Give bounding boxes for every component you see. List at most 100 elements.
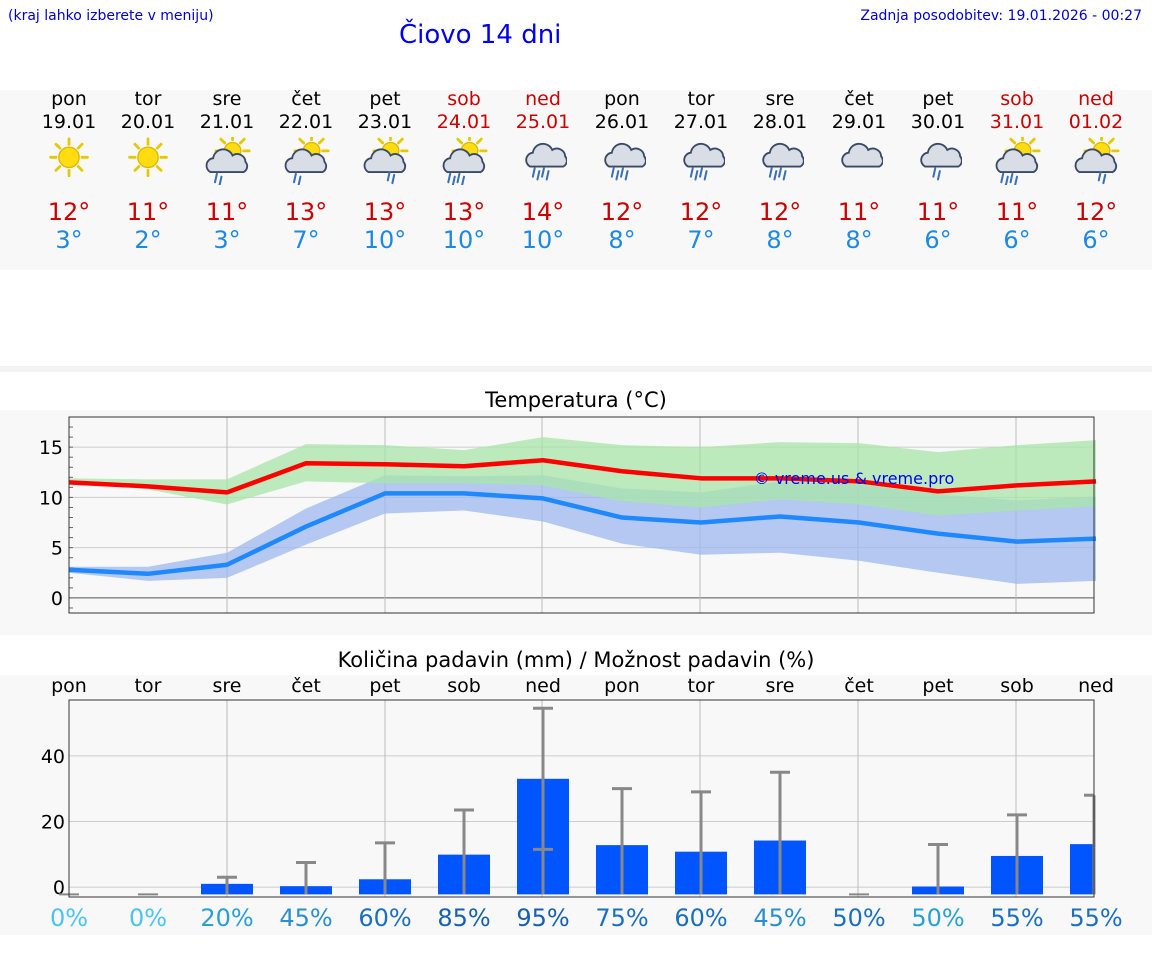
temperature-max: 11° (837, 198, 881, 226)
temperature-min: 3° (55, 226, 83, 254)
temperature-band (0, 410, 1152, 635)
precipitation-chart-title: Količina padavin (mm) / Možnost padavin … (337, 648, 815, 672)
sun-cloud-rain-heavy-icon (995, 137, 1041, 185)
temperature-min: 7° (687, 226, 715, 254)
day-date: 01.02 (1068, 111, 1124, 133)
day-name: čet (291, 88, 321, 110)
precipitation-day-label: ned (1078, 675, 1114, 697)
cloud-rain-heavy-icon (525, 142, 567, 181)
precipitation-probability: 45% (753, 904, 807, 932)
temperature-max: 13° (284, 198, 328, 226)
precipitation-probability: 60% (358, 904, 412, 932)
precipitation-day-label: pet (922, 675, 954, 697)
temperature-min: 8° (845, 226, 873, 254)
forecast-band (0, 90, 1152, 270)
temperature-max: 13° (363, 198, 407, 226)
temperature-min: 8° (608, 226, 636, 254)
temperature-chart-title: Temperatura (°C) (485, 388, 667, 412)
temperature-min: 2° (134, 226, 162, 254)
temperature-min: 6° (1082, 226, 1110, 254)
day-name: tor (687, 88, 715, 110)
precipitation-day-label: tor (687, 675, 715, 697)
cloud-icon (841, 142, 883, 168)
precipitation-day-label: ned (525, 675, 561, 697)
day-name: pet (369, 88, 401, 110)
day-date: 27.01 (673, 111, 729, 133)
day-date: 25.01 (515, 111, 571, 133)
temperature-max: 13° (442, 198, 486, 226)
day-name: sre (212, 88, 242, 110)
day-date: 22.01 (278, 111, 334, 133)
sun-icon (128, 137, 168, 178)
temperature-max: 12° (679, 198, 723, 226)
day-name: ned (1078, 88, 1114, 110)
temperature-min: 8° (766, 226, 794, 254)
sun-cloud-rain-icon (284, 137, 330, 185)
day-name: tor (134, 88, 162, 110)
day-name: pet (922, 88, 954, 110)
temperature-max: 11° (916, 198, 960, 226)
precipitation-probability: 75% (595, 904, 649, 932)
precipitation-probability: 95% (516, 904, 570, 932)
day-date: 20.01 (120, 111, 176, 133)
cloud-rain-heavy-icon (604, 142, 646, 181)
day-date: 28.01 (752, 111, 808, 133)
precipitation-day-label: tor (134, 675, 162, 697)
sun-cloud-rain-light-icon (363, 137, 409, 185)
precipitation-day-label: čet (291, 675, 321, 697)
precipitation-day-label: sre (212, 675, 242, 697)
precipitation-day-label: sob (447, 675, 481, 697)
precipitation-probability: 0% (128, 904, 168, 932)
page-title: Čiovo 14 dni (399, 20, 562, 50)
cloud-rain-heavy-icon (683, 142, 725, 181)
day-date: 30.01 (910, 111, 966, 133)
sun-cloud-rain-icon (205, 137, 251, 185)
day-name: sob (1000, 88, 1034, 110)
precipitation-day-label: sre (765, 675, 795, 697)
sun-icon (49, 137, 89, 178)
precipitation-probability: 60% (674, 904, 728, 932)
precipitation-day-label: pon (604, 675, 640, 697)
cloud-rain-heavy-icon (762, 142, 804, 181)
day-date: 29.01 (831, 111, 887, 133)
temperature-max: 12° (47, 198, 91, 226)
temperature-min: 10° (521, 226, 565, 254)
temperature-max: 11° (205, 198, 249, 226)
day-date: 31.01 (989, 111, 1045, 133)
day-date: 21.01 (199, 111, 255, 133)
temperature-min: 10° (363, 226, 407, 254)
last-updated: Zadnja posodobitev: 19.01.2026 - 00:27 (860, 8, 1142, 24)
precipitation-probability: 45% (279, 904, 333, 932)
day-date: 24.01 (436, 111, 492, 133)
temperature-max: 12° (600, 198, 644, 226)
precipitation-day-label: pon (51, 675, 87, 697)
precipitation-probability: 50% (911, 904, 965, 932)
temperature-max: 12° (1074, 198, 1118, 226)
day-date: 26.01 (594, 111, 650, 133)
precipitation-day-label: sob (1000, 675, 1034, 697)
cloud-rain-icon (920, 142, 962, 181)
temperature-min: 6° (924, 226, 952, 254)
precipitation-probability: 55% (990, 904, 1044, 932)
temperature-max: 12° (758, 198, 802, 226)
sun-cloud-rain-light-icon (1074, 137, 1120, 185)
location-hint: (kraj lahko izberete v meniju) (8, 8, 214, 24)
temperature-max: 11° (995, 198, 1039, 226)
day-name: sob (447, 88, 481, 110)
day-date: 23.01 (357, 111, 413, 133)
temperature-min: 6° (1003, 226, 1031, 254)
divider (0, 366, 1152, 372)
day-name: čet (844, 88, 874, 110)
precipitation-probability: 85% (437, 904, 491, 932)
day-name: pon (51, 88, 87, 110)
temperature-max: 14° (521, 198, 565, 226)
day-name: sre (765, 88, 795, 110)
precipitation-day-label: pet (369, 675, 401, 697)
temperature-min: 3° (213, 226, 241, 254)
precipitation-probability: 0% (49, 904, 89, 932)
sun-cloud-rain-heavy-icon (442, 137, 488, 185)
precipitation-probability: 50% (832, 904, 886, 932)
precipitation-probability: 55% (1069, 904, 1123, 932)
day-date: 19.01 (41, 111, 97, 133)
temperature-min: 7° (292, 226, 320, 254)
